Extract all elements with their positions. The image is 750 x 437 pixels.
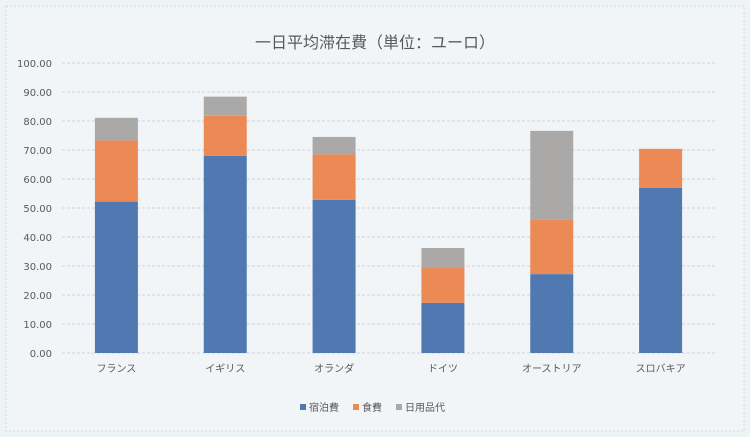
bar-segment	[94, 117, 138, 141]
legend-label: 日用品代	[405, 402, 445, 414]
y-tick-label: 0.00	[30, 349, 52, 360]
bar-segment	[530, 219, 574, 275]
legend-label: 食費	[362, 401, 382, 414]
bar-segment	[639, 187, 683, 353]
y-tick-label: 40.00	[23, 233, 52, 244]
bar-segment	[421, 248, 465, 268]
legend-label: 宿泊費	[309, 401, 339, 414]
legend-swatch	[300, 404, 306, 410]
bar-segment	[530, 130, 574, 220]
bar-segment	[203, 96, 247, 116]
bar-segment	[94, 140, 138, 202]
bar-segment	[312, 154, 356, 200]
x-tick-label: スロバキア	[636, 363, 686, 375]
bar-segment	[639, 148, 683, 188]
chart-title: 一日平均滞在費（単位：ユーロ）	[255, 33, 495, 52]
bar-segment	[421, 302, 465, 353]
x-tick-label: イギリス	[205, 363, 245, 375]
y-tick-label: 100.00	[17, 59, 52, 70]
y-tick-label: 30.00	[23, 262, 52, 273]
bar-segment	[203, 115, 247, 156]
bar-segment	[94, 201, 138, 353]
y-tick-label: 10.00	[23, 320, 52, 331]
x-tick-label: オランダ	[314, 362, 354, 375]
bar-segment	[421, 267, 465, 303]
x-tick-label: ドイツ	[428, 364, 458, 375]
y-tick-label: 80.00	[23, 117, 52, 128]
x-tick-label: オーストリア	[522, 363, 582, 375]
legend-swatch	[396, 404, 402, 410]
y-tick-label: 60.00	[23, 175, 52, 186]
bar-segment	[530, 274, 574, 353]
bar-segment	[203, 155, 247, 353]
x-tick-label: フランス	[97, 363, 137, 375]
bar-segment	[312, 199, 356, 353]
y-tick-label: 20.00	[23, 291, 52, 302]
y-tick-label: 70.00	[23, 146, 52, 157]
bar-segment	[312, 136, 356, 155]
legend-swatch	[353, 404, 359, 410]
y-tick-label: 50.00	[23, 204, 52, 215]
y-tick-label: 90.00	[23, 88, 52, 99]
